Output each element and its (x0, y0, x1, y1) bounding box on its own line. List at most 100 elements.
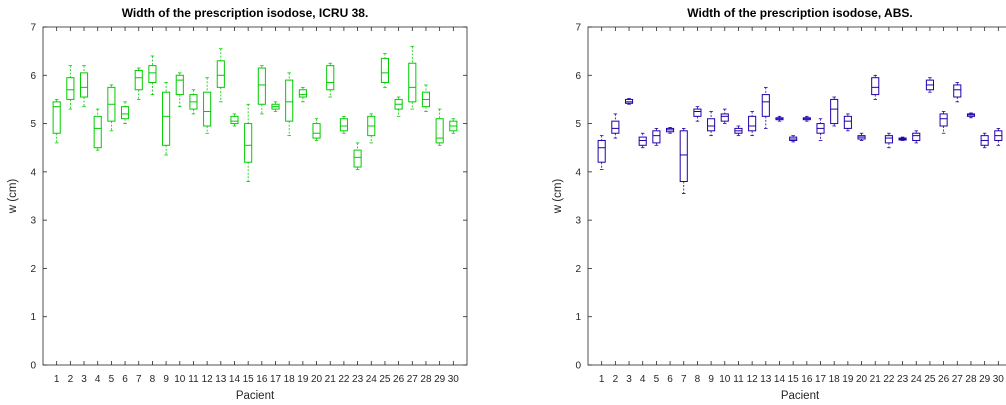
y-tick-label: 7 (30, 23, 36, 34)
x-tick-label: 23 (352, 374, 364, 385)
x-tick-label: 11 (188, 374, 199, 385)
iqr-box (298, 89, 307, 98)
box-12 (203, 77, 212, 134)
iqr-box (679, 130, 688, 183)
iqr-box (871, 77, 880, 96)
x-tick-label: 15 (243, 374, 255, 385)
y-tick-label: 0 (575, 361, 581, 372)
box-10 (720, 108, 729, 124)
y-tick-label: 0 (30, 361, 36, 372)
right-chart-title: Width of the prescription isodose, ABS. (687, 6, 912, 20)
iqr-box (830, 98, 839, 125)
left-chart-title: Width of the prescription isodose, ICRU … (122, 6, 369, 20)
x-tick-label: 16 (256, 374, 268, 385)
right-plot-area (587, 26, 1006, 366)
left-y-axis-label: w (cm) (7, 179, 19, 215)
box-28 (966, 112, 976, 119)
box-6 (121, 101, 130, 124)
x-tick-label: 2 (68, 374, 74, 385)
box-9 (707, 111, 716, 137)
box-2 (611, 113, 620, 139)
iqr-box (203, 91, 212, 127)
iqr-box (134, 69, 143, 91)
box-16 (257, 65, 266, 115)
x-tick-label: 20 (311, 374, 323, 385)
right-y-ticks: 0 1 2 3 4 5 6 7 (575, 23, 592, 372)
y-tick-label: 1 (575, 312, 581, 323)
iqr-box (912, 132, 921, 141)
y-tick-label: 1 (30, 312, 36, 323)
box-10 (175, 72, 184, 108)
x-tick-label: 29 (434, 374, 446, 385)
box-28 (421, 84, 431, 112)
box-18 (285, 72, 294, 137)
right-box-chart: Width of the prescription isodose, ABS. … (552, 6, 1006, 402)
box-4 (638, 132, 647, 149)
x-tick-label: 8 (150, 374, 156, 385)
y-tick-label: 4 (30, 167, 36, 178)
box-17 (271, 101, 280, 112)
box-20 (857, 132, 866, 141)
x-tick-label: 26 (393, 374, 405, 385)
iqr-box (285, 79, 294, 122)
iqr-box (339, 118, 348, 132)
x-tick-label: 2 (613, 374, 619, 385)
box-15 (244, 103, 253, 182)
x-tick-label: 6 (667, 374, 673, 385)
iqr-box (353, 149, 362, 168)
iqr-box (52, 101, 61, 134)
box-5 (107, 84, 116, 132)
x-tick-label: 21 (325, 374, 337, 385)
iqr-box (638, 136, 647, 146)
y-tick-label: 6 (30, 71, 36, 82)
box-6 (666, 127, 675, 134)
x-tick-label: 4 (640, 374, 646, 385)
right-boxes (597, 74, 1003, 194)
box-8 (693, 106, 702, 122)
y-tick-label: 4 (575, 167, 581, 178)
x-tick-label: 14 (229, 374, 241, 385)
x-tick-label: 8 (695, 374, 701, 385)
y-tick-label: 5 (30, 119, 36, 130)
x-tick-label: 12 (202, 374, 214, 385)
box-7 (134, 67, 143, 100)
box-13 (761, 86, 770, 129)
y-tick-label: 2 (575, 264, 581, 275)
box-24 (912, 130, 921, 144)
box-17 (816, 118, 825, 141)
box-9 (162, 82, 171, 156)
iqr-box (953, 84, 962, 98)
left-plot-area (42, 26, 468, 366)
y-tick-label: 3 (575, 216, 581, 227)
x-tick-label: 24 (911, 374, 923, 385)
x-tick-label: 19 (297, 374, 309, 385)
left-y-ticks: 0 1 2 3 4 5 6 7 (30, 23, 467, 372)
x-tick-label: 18 (829, 374, 841, 385)
iqr-box (244, 123, 253, 163)
iqr-box (79, 72, 89, 98)
iqr-box (652, 130, 661, 144)
x-tick-label: 4 (95, 374, 101, 385)
x-tick-label: 28 (420, 374, 432, 385)
box-27 (408, 45, 417, 110)
iqr-box (121, 106, 130, 120)
x-tick-label: 7 (681, 374, 687, 385)
iqr-box (216, 60, 225, 88)
x-tick-label: 17 (815, 374, 827, 385)
box-21 (326, 62, 335, 98)
x-tick-label: 11 (733, 374, 744, 385)
x-tick-label: 1 (599, 374, 605, 385)
x-tick-label: 22 (338, 374, 350, 385)
box-29 (435, 108, 444, 146)
iqr-box (408, 62, 417, 103)
iqr-box (884, 135, 893, 144)
iqr-box (707, 118, 716, 132)
box-19 (843, 113, 852, 132)
box-19 (298, 86, 307, 103)
box-22 (339, 115, 348, 134)
iqr-box (761, 94, 770, 117)
left-box-chart: Width of the prescription isodose, ICRU … (7, 6, 468, 402)
iqr-box (162, 91, 171, 146)
iqr-box (748, 115, 757, 132)
box-30 (449, 118, 458, 134)
